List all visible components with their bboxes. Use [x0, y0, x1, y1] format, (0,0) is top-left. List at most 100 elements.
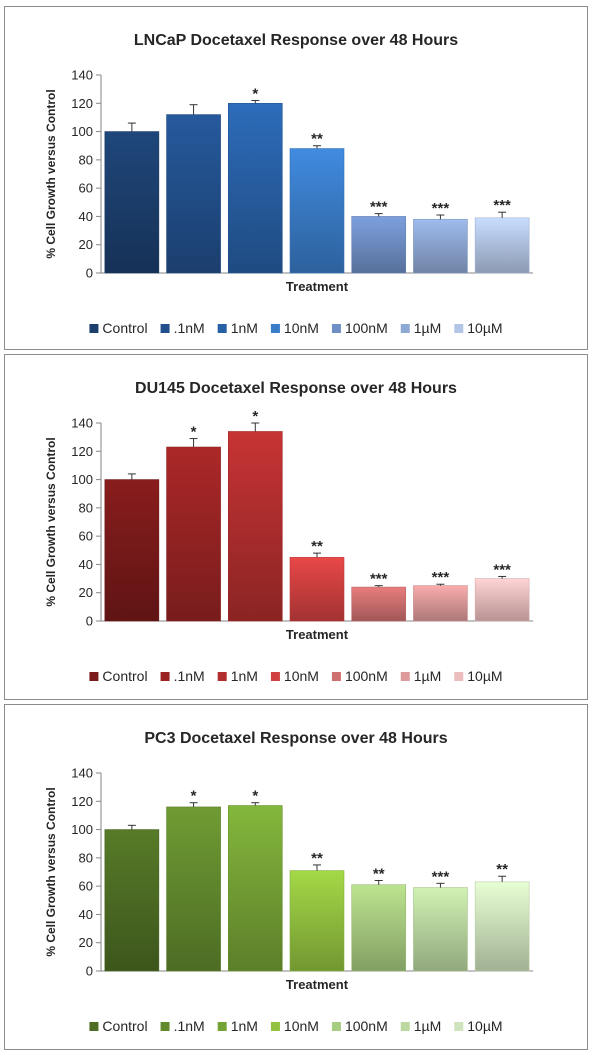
y-tick-label: 20 — [79, 935, 93, 950]
y-tick-label: 60 — [79, 181, 93, 196]
significance-label: ** — [311, 538, 323, 555]
legend-swatch — [89, 672, 99, 681]
y-tick-label: 120 — [71, 96, 93, 111]
legend-entry: 100nM — [345, 1018, 388, 1034]
bar-1µM — [413, 887, 468, 972]
y-tick-label: 100 — [71, 472, 93, 487]
x-axis-label: Treatment — [286, 977, 349, 992]
legend-swatch — [160, 324, 170, 333]
significance-label: *** — [432, 569, 450, 586]
x-axis-label: Treatment — [286, 627, 349, 642]
x-axis-label: Treatment — [286, 279, 349, 294]
y-tick-label: 40 — [79, 907, 93, 922]
bar-1µM — [413, 585, 468, 622]
significance-label: *** — [370, 199, 388, 216]
bar-chart-pc3: PC3 Docetaxel Response over 48 Hours % Ce… — [44, 730, 533, 1034]
bar-Control — [104, 829, 160, 972]
legend-entry: 10µM — [467, 668, 502, 684]
bar-1nM — [227, 805, 283, 972]
legend-swatch — [454, 672, 464, 681]
bar-100nM — [351, 884, 407, 972]
legend-entry: 1nM — [231, 1018, 258, 1034]
significance-label: ** — [373, 865, 385, 882]
bar-100nM — [351, 216, 407, 274]
bar-.1nM — [166, 446, 221, 622]
significance-label: ** — [311, 131, 323, 148]
legend-swatch — [331, 1022, 341, 1031]
significance-label: * — [252, 85, 258, 102]
y-tick-label: 120 — [71, 444, 93, 459]
significance-label: * — [252, 788, 258, 805]
y-tick-label: 140 — [71, 766, 93, 781]
legend: Control .1nM 1nM 10nM 100nM 1µM 10µM — [89, 1018, 503, 1034]
legend-swatch — [160, 672, 170, 681]
bar-10nM — [289, 557, 345, 622]
legend-swatch — [270, 672, 280, 681]
bar-10µM — [474, 881, 530, 972]
bar-Control — [104, 131, 160, 274]
chart-title: PC3 Docetaxel Response over 48 Hours — [144, 730, 447, 747]
legend-entry: Control — [102, 668, 147, 684]
legend-entry: 100nM — [345, 320, 388, 336]
significance-label: *** — [493, 561, 511, 578]
legend-entry: 1µM — [414, 1018, 442, 1034]
significance-label: * — [191, 788, 197, 805]
legend-entry: 1µM — [414, 320, 442, 336]
y-tick-label: 60 — [79, 879, 93, 894]
chart-panel-du145: DU145 Docetaxel Response over 48 Hours % … — [4, 354, 588, 700]
y-tick-label: 80 — [79, 152, 93, 167]
legend-swatch — [331, 324, 341, 333]
legend-swatch — [270, 1022, 280, 1031]
y-tick-label: 100 — [71, 822, 93, 837]
bar-.1nM — [166, 114, 221, 274]
chart-panel-lncap: LNCaP Docetaxel Response over 48 Hours % … — [4, 6, 588, 350]
legend-entry: 100nM — [345, 668, 388, 684]
legend-entry: 10nM — [284, 1018, 319, 1034]
y-tick-label: 120 — [71, 794, 93, 809]
y-tick-label: 100 — [71, 124, 93, 139]
significance-label: * — [252, 408, 258, 425]
legend-swatch — [217, 1022, 227, 1031]
significance-label: *** — [432, 868, 450, 885]
legend-entry: 10µM — [467, 320, 502, 336]
legend-swatch — [331, 672, 341, 681]
significance-label: ** — [496, 861, 508, 878]
legend-swatch — [454, 1022, 464, 1031]
legend-swatch — [400, 672, 410, 681]
bar-1nM — [227, 431, 283, 622]
legend-swatch — [217, 324, 227, 333]
bar-chart-du145: DU145 Docetaxel Response over 48 Hours % … — [44, 380, 533, 684]
legend-entry: 10nM — [284, 320, 319, 336]
bar-10nM — [289, 148, 345, 274]
legend-entry: 10µM — [467, 1018, 502, 1034]
legend-swatch — [89, 324, 99, 333]
bar-10nM — [289, 870, 345, 972]
bar-1µM — [413, 218, 468, 274]
bar-chart-lncap: LNCaP Docetaxel Response over 48 Hours % … — [44, 32, 533, 336]
legend-entry: 10nM — [284, 668, 319, 684]
legend-swatch — [89, 1022, 99, 1031]
y-tick-label: 40 — [79, 209, 93, 224]
legend-swatch — [160, 1022, 170, 1031]
legend-entry: .1nM — [174, 320, 205, 336]
y-tick-label: 80 — [79, 500, 93, 515]
y-tick-label: 20 — [79, 585, 93, 600]
legend-entry: 1µM — [414, 668, 442, 684]
significance-label: *** — [432, 200, 450, 217]
legend: Control .1nM 1nM 10nM 100nM 1µM 10µM — [89, 320, 503, 336]
bar-1nM — [227, 102, 283, 274]
bar-10µM — [474, 217, 530, 274]
legend-entry: .1nM — [174, 1018, 205, 1034]
bar-10µM — [474, 578, 530, 622]
y-tick-label: 60 — [79, 529, 93, 544]
y-axis-label: % Cell Growth versus Control — [44, 437, 58, 606]
legend-entry: 1nM — [231, 668, 258, 684]
chart-title: DU145 Docetaxel Response over 48 Hours — [135, 380, 457, 397]
legend-swatch — [217, 672, 227, 681]
bar-.1nM — [166, 806, 221, 972]
bar-100nM — [351, 586, 407, 622]
legend: Control .1nM 1nM 10nM 100nM 1µM 10µM — [89, 668, 503, 684]
significance-label: ** — [311, 850, 323, 867]
legend-swatch — [270, 324, 280, 333]
significance-label: * — [191, 424, 197, 441]
